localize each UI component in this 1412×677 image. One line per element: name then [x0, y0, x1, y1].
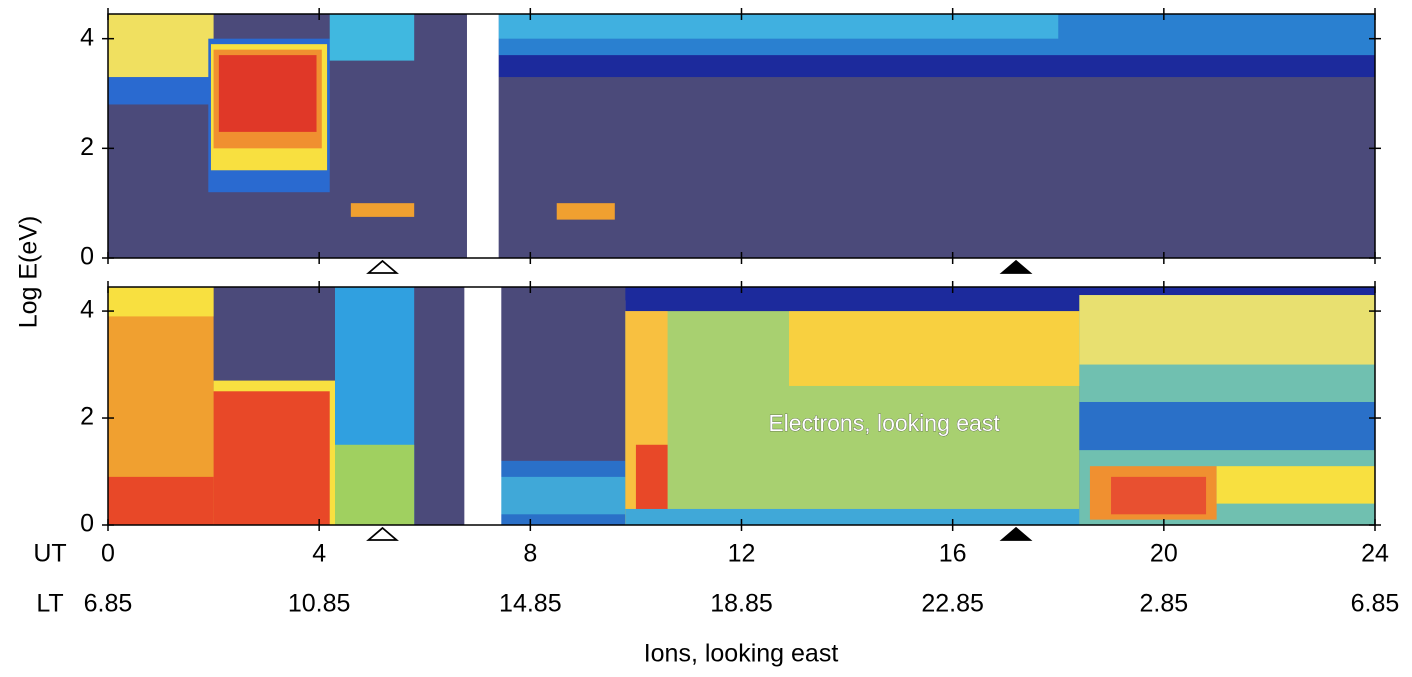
flux-region [335, 444, 415, 525]
flux-region [1111, 476, 1207, 515]
flux-region [625, 287, 1080, 312]
lt-tick-label: 6.85 [1351, 590, 1400, 618]
lt-tick-label: 6.85 [84, 590, 133, 618]
flux-region [498, 14, 1059, 39]
x-tick-label: 0 [101, 540, 115, 568]
flux-region [466, 14, 499, 258]
flux-region [108, 14, 214, 78]
flux-region [1079, 401, 1375, 451]
flux-region [1079, 287, 1375, 296]
ut-title: UT [33, 540, 66, 568]
x-tick-label: 4 [312, 540, 326, 568]
flux-region [350, 203, 415, 217]
flux-region [1216, 466, 1375, 504]
lt-tick-label: 18.85 [710, 590, 773, 618]
flux-region [108, 476, 214, 525]
y-tick-label: 4 [80, 23, 94, 51]
y-tick-label: 0 [80, 243, 94, 271]
x-tick-label: 24 [1361, 540, 1389, 568]
annotation: Electrons, looking east [768, 410, 1000, 436]
x-axis-label: Ions, looking east [644, 640, 839, 668]
flux-region [108, 77, 214, 105]
flux-region [329, 14, 415, 61]
flux-region [213, 391, 330, 525]
x-tick-label: 12 [728, 540, 756, 568]
flux-region [556, 203, 615, 220]
x-tick-label: 8 [523, 540, 537, 568]
x-tick-label: 20 [1150, 540, 1178, 568]
y-tick-label: 0 [80, 510, 94, 538]
flux-region [108, 287, 214, 317]
time-marker [999, 526, 1033, 541]
y-tick-label: 4 [80, 296, 94, 324]
lt-tick-label: 10.85 [288, 590, 351, 618]
time-marker [366, 259, 399, 274]
flux-region [498, 476, 626, 515]
flux-region [218, 55, 317, 132]
lt-tick-label: 22.85 [921, 590, 984, 618]
time-marker [366, 526, 399, 541]
y-tick-label: 2 [80, 133, 94, 161]
flux-region [464, 287, 502, 525]
lt-tick-label: 2.85 [1139, 590, 1188, 618]
flux-region [635, 444, 668, 515]
flux-region [625, 508, 1080, 525]
flux-region [1079, 295, 1375, 365]
flux-region [789, 311, 1080, 386]
y-axis-label: Log E(eV) [15, 216, 43, 329]
lt-title: LT [36, 590, 63, 618]
x-tick-label: 16 [939, 540, 967, 568]
lt-tick-label: 14.85 [499, 590, 562, 618]
y-tick-label: 2 [80, 403, 94, 431]
time-marker [999, 259, 1033, 274]
